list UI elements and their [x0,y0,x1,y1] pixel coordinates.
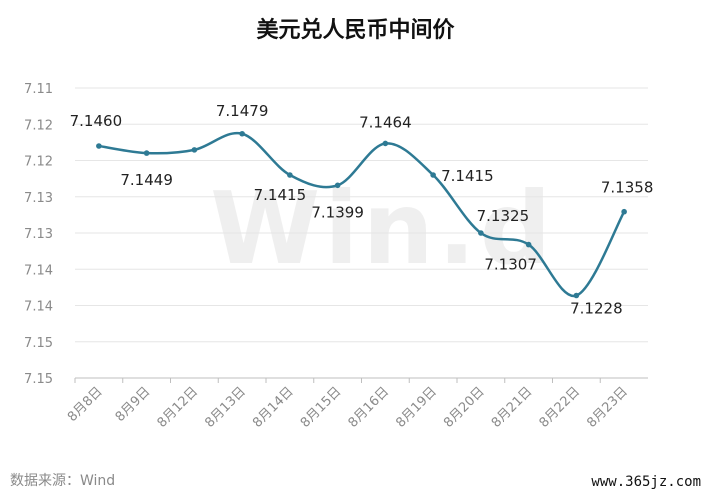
data-label: 7.1358 [601,179,654,197]
x-tick-label: 8月15日 [298,384,345,431]
site-watermark: www.365jz.com [591,474,701,490]
data-point [191,147,198,153]
data-point [96,143,102,149]
x-tick-label: 8月13日 [202,384,249,431]
data-label: 7.1415 [441,167,494,185]
data-label: 7.1228 [570,300,623,318]
data-label: 7.1325 [477,207,530,225]
data-label: 7.1415 [254,186,307,204]
x-tick-label: 8月14日 [250,384,297,431]
x-tick-label: 8月19日 [393,384,440,431]
data-point [573,292,580,299]
x-tick-label: 8月21日 [489,384,536,431]
data-label: 7.1460 [70,112,123,130]
y-tick-label: 7.11 [24,82,53,97]
x-tick-label: 8月8日 [65,384,106,425]
data-point [287,172,293,178]
x-tick-label: 8月23日 [584,384,631,431]
data-label: 7.1464 [359,113,412,131]
x-tick-label: 8月16日 [346,384,393,431]
data-label: 7.1399 [311,203,364,221]
y-tick-label: 7.15 [24,372,53,387]
data-point [525,241,532,248]
data-point [382,140,389,147]
chart-title: 美元兑人民币中间价 [256,18,455,43]
x-tick-label: 8月20日 [441,384,488,431]
watermark-logo: Win.d [210,170,556,287]
data-point [143,150,150,156]
x-tick-label: 8月9日 [113,384,154,425]
data-point [239,130,245,137]
y-tick-label: 7.13 [24,227,53,242]
y-tick-label: 7.14 [24,300,53,315]
data-point [430,172,436,178]
y-tick-label: 7.12 [24,155,53,170]
data-point [621,208,627,215]
data-label: 7.1307 [484,256,537,274]
data-label: 7.1449 [120,171,173,189]
y-tick-label: 7.12 [24,118,53,133]
data-point [334,182,341,189]
x-tick-label: 8月22日 [537,384,584,431]
y-tick-label: 7.15 [24,336,53,351]
x-tick-label: 8月12日 [155,384,202,431]
y-tick-label: 7.14 [24,263,53,278]
y-tick-label: 7.13 [24,191,53,206]
data-point [478,230,484,236]
source-label: 数据来源：Wind [10,473,116,489]
data-label: 7.1479 [216,102,269,120]
